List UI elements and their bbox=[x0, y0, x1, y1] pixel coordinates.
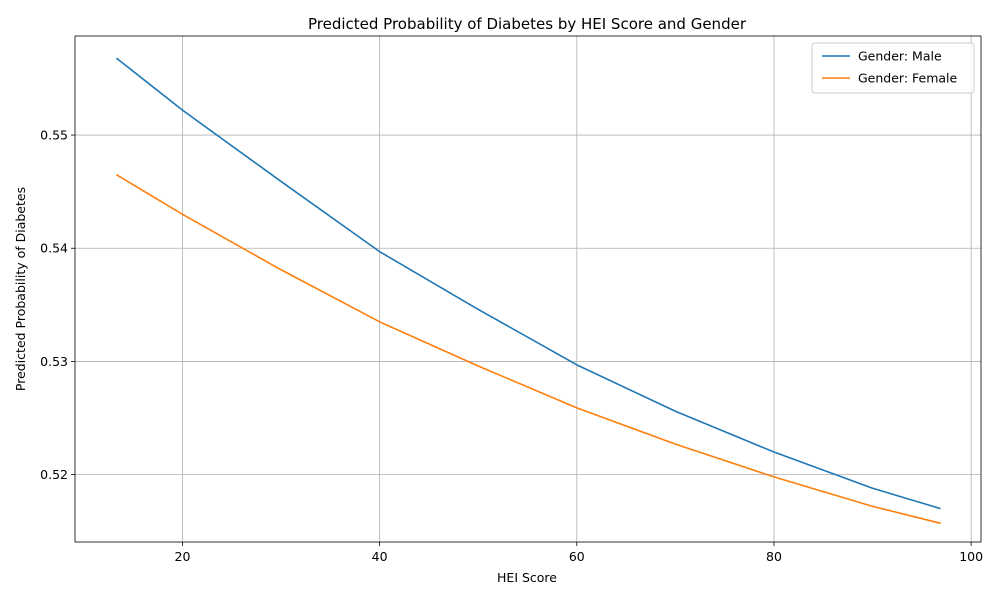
series-lines bbox=[115, 57, 941, 525]
y-tick-label: 0.52 bbox=[40, 467, 68, 482]
x-tick-label: 80 bbox=[766, 549, 782, 564]
x-tick-label: 20 bbox=[175, 549, 191, 564]
y-tick-label: 0.54 bbox=[40, 241, 68, 256]
y-tick-label: 0.53 bbox=[40, 354, 68, 369]
legend-box bbox=[811, 42, 975, 94]
chart-title: Predicted Probability of Diabetes by HEI… bbox=[308, 15, 747, 33]
legend: Gender: Male Gender: Female bbox=[811, 42, 975, 94]
series-line-female bbox=[115, 173, 941, 525]
x-axis-ticks: 20 40 60 80 100 bbox=[175, 542, 983, 564]
y-tick-label: 0.55 bbox=[40, 128, 68, 143]
x-tick-label: 100 bbox=[959, 549, 983, 564]
series-line-male bbox=[115, 57, 941, 510]
y-axis-ticks: 0.52 0.53 0.54 0.55 bbox=[40, 128, 75, 482]
x-axis-title: HEI Score bbox=[497, 570, 557, 585]
legend-label-male: Gender: Male bbox=[858, 49, 942, 64]
legend-label-female: Gender: Female bbox=[858, 71, 958, 86]
plot-frame bbox=[74, 35, 982, 543]
x-tick-label: 40 bbox=[372, 549, 388, 564]
x-tick-label: 60 bbox=[569, 549, 585, 564]
grid bbox=[75, 36, 981, 542]
y-axis-title: Predicted Probability of Diabetes bbox=[13, 187, 28, 391]
